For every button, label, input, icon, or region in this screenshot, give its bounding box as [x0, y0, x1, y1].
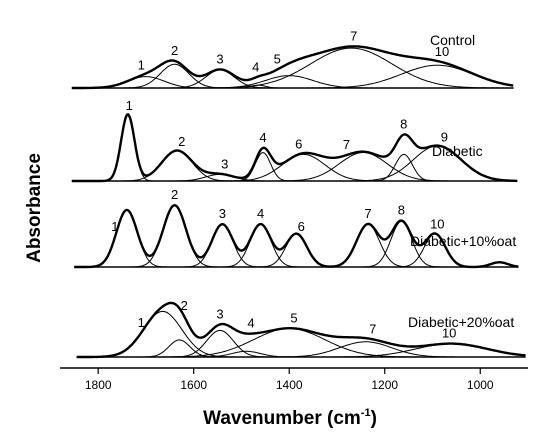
panel-1-peak-label-5: 5	[274, 51, 281, 66]
panel-2-envelope-spectrum	[71, 113, 518, 183]
x-axis-title-superscript: -1	[361, 407, 371, 419]
x-axis-title: Wavenumber (cm-1)	[203, 407, 377, 429]
panel-2-peak-label-6: 6	[295, 136, 302, 151]
panel-3-peak-label-10: 10	[430, 217, 444, 232]
panel-4-name: Diabetic+20%oat	[408, 314, 514, 330]
x-tick-label-1000: 1000	[467, 378, 494, 392]
panel-3-peak-label-8: 8	[398, 203, 405, 218]
panel-1-peak-label-7: 7	[350, 28, 357, 43]
panel-4-peak-label-7: 7	[369, 321, 376, 336]
panel-1-peak-label-1: 1	[138, 57, 145, 72]
panel-1-peak-label-2: 2	[171, 43, 178, 58]
x-axis: 1800 1600 1400 1200 1000	[60, 367, 528, 392]
panel-1-name: Control	[430, 32, 475, 48]
panel-3-envelope-spectrum	[74, 203, 519, 269]
panel-4-peak-label-1: 1	[138, 315, 145, 330]
panel-4-peak-label-3: 3	[216, 306, 223, 321]
panel-1-peak-label-3: 3	[216, 51, 223, 66]
panel-4-peak-label-5: 5	[290, 310, 297, 325]
x-tick-label-1400: 1400	[276, 378, 303, 392]
panel-1-peak-label-4: 4	[252, 59, 259, 74]
x-tick-label-1200: 1200	[371, 378, 398, 392]
panel-2-peak-label-3: 3	[221, 156, 228, 171]
panel-3-name: Diabetic+10%oat	[410, 233, 516, 249]
panel-2-peak-label-1: 1	[126, 98, 133, 113]
x-tick-label-1600: 1600	[180, 378, 207, 392]
panel-1-envelope-spectrum	[71, 45, 514, 90]
panel-4-band-2	[76, 339, 526, 358]
panel-4-envelope-spectrum	[76, 301, 526, 359]
panel-2-peak-label-7: 7	[343, 137, 350, 152]
x-axis-title-main: Wavenumber (cm	[203, 408, 361, 429]
panel-4-peak-label-4: 4	[247, 316, 254, 331]
panel-2-peak-label-8: 8	[400, 117, 407, 132]
x-axis-title-suffix: )	[371, 408, 377, 429]
x-tick-label-1800: 1800	[85, 378, 112, 392]
panel-3-peak-label-3: 3	[219, 206, 226, 221]
panel-4-peak-label-2: 2	[181, 298, 188, 313]
panel-1-peak-label-10: 10	[435, 44, 449, 59]
panel-2-peak-label-2: 2	[178, 134, 185, 149]
panel-3-band-extra-8	[74, 261, 519, 268]
panel-2-peak-label-9: 9	[441, 129, 448, 144]
panel-3-peak-label-4: 4	[257, 206, 264, 221]
panel-3-peak-label-1: 1	[111, 219, 118, 234]
panel-3-peak-label-2: 2	[171, 187, 178, 202]
panel-2-peak-label-4: 4	[259, 130, 266, 145]
x-axis-ticks: 1800 1600 1400 1200 1000	[85, 368, 494, 392]
panel-1-band-1	[71, 76, 514, 89]
panel-3-peak-label-6: 6	[298, 219, 305, 234]
y-axis-title: Absorbance	[24, 153, 45, 263]
panel-1-band-10	[71, 64, 514, 89]
panel-2-name: Diabetic	[432, 143, 483, 159]
panel-3-peak-label-7: 7	[364, 206, 371, 221]
panel-4-peak-label-10: 10	[442, 326, 456, 341]
panel-4-band-10	[76, 343, 526, 358]
